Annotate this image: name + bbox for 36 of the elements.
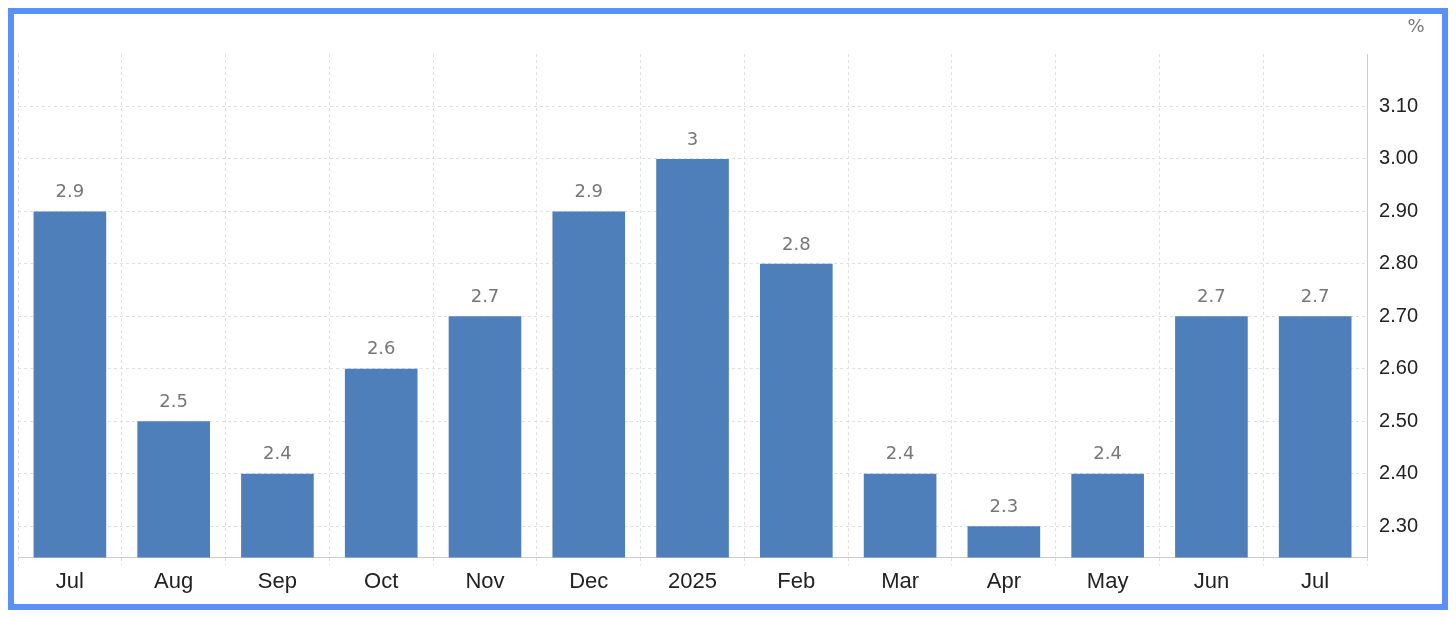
data-label: 2.3 — [989, 494, 1019, 516]
x-tick-label: Jun — [1193, 567, 1230, 593]
data-label: 2.4 — [263, 442, 292, 464]
x-tick-label: 2025 — [668, 567, 718, 593]
x-tick-label: Jul — [1301, 567, 1330, 593]
data-label: 2.9 — [55, 180, 85, 202]
y-tick-label: 2.50 — [1379, 408, 1419, 431]
x-tick-label: May — [1086, 567, 1129, 593]
data-label: 3 — [686, 127, 699, 149]
x-tick-label: Dec — [569, 567, 609, 593]
y-tick-label: 3.10 — [1379, 93, 1419, 116]
x-tick-label: Apr — [986, 567, 1021, 593]
x-tick-label: Oct — [364, 567, 399, 593]
y-tick-label: 2.40 — [1379, 461, 1419, 484]
y-tick-label: 2.80 — [1379, 251, 1419, 274]
data-label: 2.8 — [781, 232, 811, 254]
x-tick-label: Jul — [55, 567, 84, 593]
y-tick-label: 2.70 — [1379, 303, 1419, 326]
y-tick-label: 3.00 — [1379, 146, 1419, 169]
x-tick-label: Nov — [465, 567, 505, 593]
data-label: 2.7 — [470, 284, 500, 306]
y-tick-label: 2.90 — [1379, 198, 1419, 221]
data-label: 2.9 — [574, 180, 604, 202]
x-tick-label: Aug — [154, 567, 194, 593]
y-tick-label: 2.30 — [1379, 513, 1419, 536]
data-label: 2.4 — [885, 442, 915, 464]
y-tick-label: 2.60 — [1379, 356, 1419, 379]
x-tick-label: Mar — [881, 567, 920, 593]
x-tick-label: Feb — [777, 567, 816, 593]
x-tick-label: Sep — [257, 567, 298, 593]
y-axis-title: % — [1407, 14, 1425, 36]
data-label: 2.5 — [159, 389, 188, 411]
data-label: 2.7 — [1300, 284, 1330, 306]
data-label: 2.6 — [366, 337, 396, 359]
data-label: 2.7 — [1197, 284, 1226, 306]
data-label: 2.4 — [1093, 442, 1122, 464]
